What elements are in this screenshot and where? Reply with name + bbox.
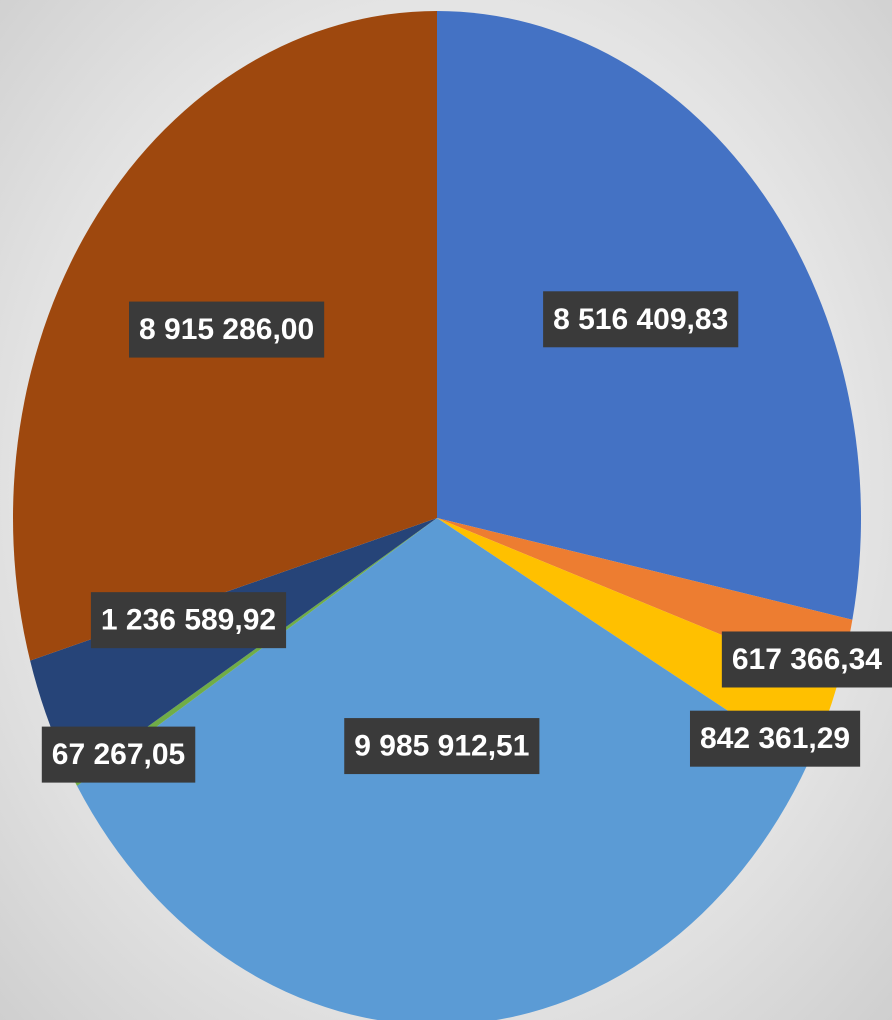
data-label-text-3: 9 985 912,51 <box>354 730 529 763</box>
data-label-text-4: 67 267,05 <box>52 738 185 771</box>
data-label-text-5: 1 236 589,92 <box>101 604 276 637</box>
data-label-3: 9 985 912,51 <box>344 718 540 775</box>
data-label-text-2: 842 361,29 <box>700 722 850 755</box>
data-label-box-6 <box>128 301 325 358</box>
data-label-2: 842 361,29 <box>689 710 861 767</box>
pie-slice-5 <box>30 518 437 780</box>
data-label-box-2 <box>689 710 861 767</box>
data-label-box-4 <box>41 726 196 783</box>
data-label-text-1: 617 366,34 <box>732 643 882 676</box>
data-label-text-0: 8 516 409,83 <box>553 303 728 336</box>
data-label-5: 1 236 589,92 <box>90 592 287 649</box>
data-label-text-6: 8 915 286,00 <box>139 313 314 346</box>
data-label-box-5 <box>90 592 287 649</box>
pie-slice-4 <box>73 518 437 786</box>
data-label-1: 617 366,34 <box>721 631 892 688</box>
pie-slices <box>13 11 862 1020</box>
pie-data-labels: 8 516 409,83 617 366,34 842 361,29 9 985 91… <box>41 291 892 783</box>
data-label-0: 8 516 409,83 <box>543 291 739 348</box>
pie-slice-2 <box>437 518 839 764</box>
data-label-box-3 <box>344 718 540 775</box>
data-label-4: 67 267,05 <box>41 726 196 783</box>
data-label-box-1 <box>721 631 892 688</box>
data-label-box-0 <box>543 291 739 348</box>
data-label-6: 8 915 286,00 <box>128 301 325 358</box>
